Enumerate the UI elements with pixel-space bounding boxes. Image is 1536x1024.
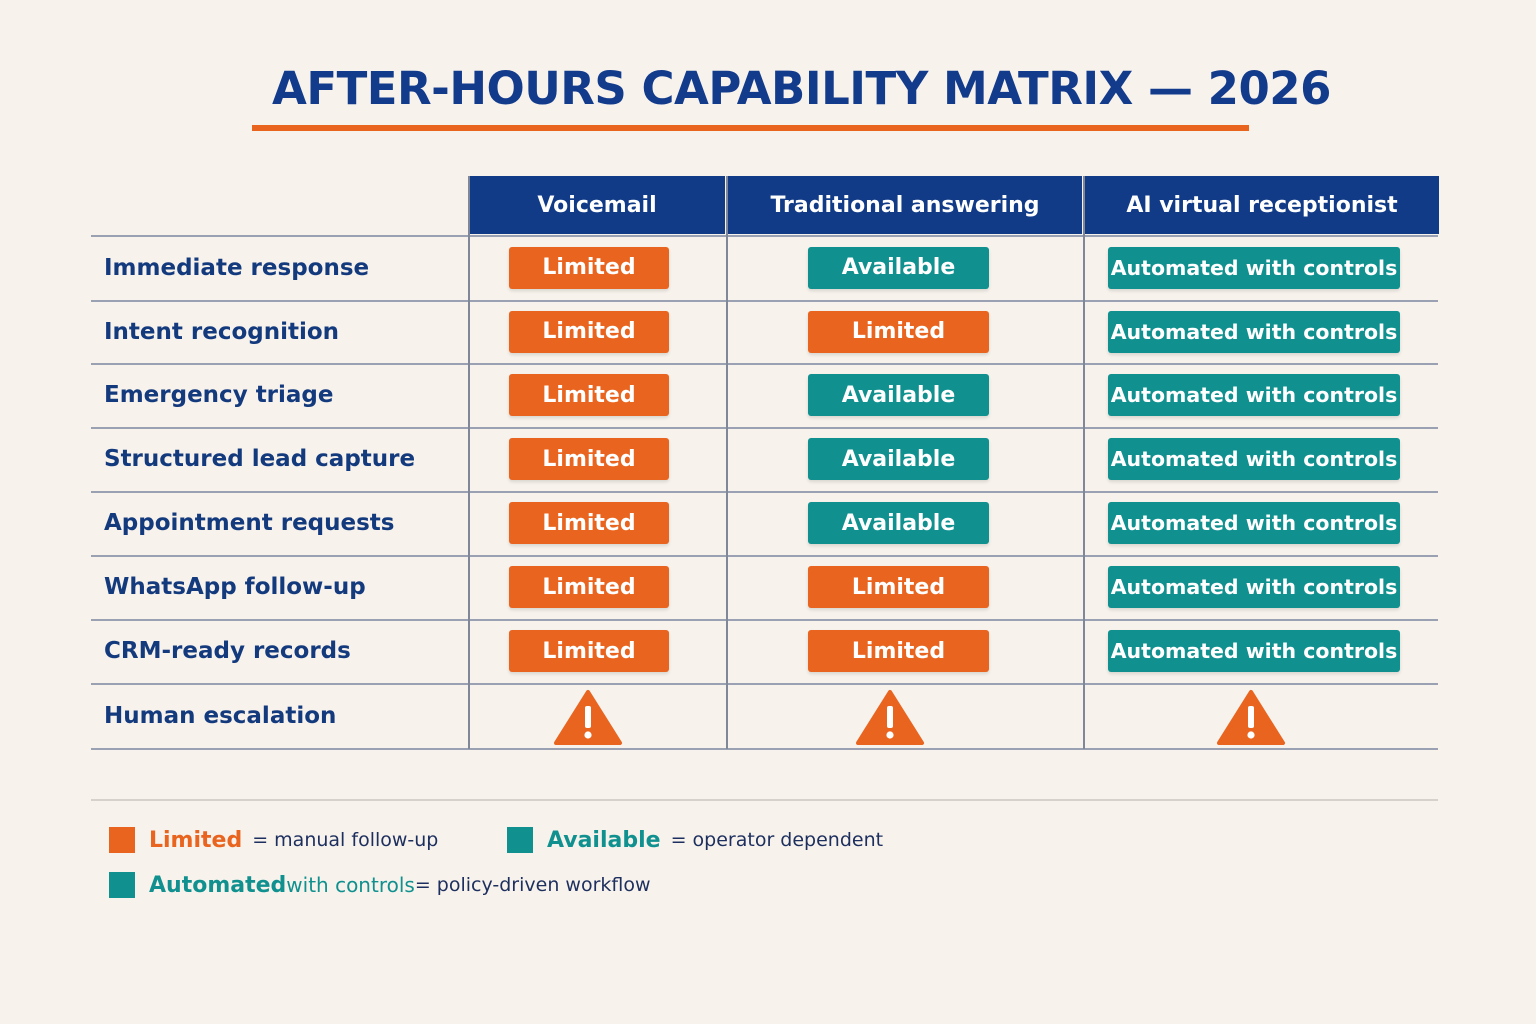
status-badge-limited: Limited [808, 566, 989, 608]
row-label-appointment-requests: Appointment requests [104, 510, 395, 536]
page-title: AFTER-HOURS CAPABILITY MATRIX — 2026 [272, 62, 1331, 115]
legend-term-automated: Automated [149, 872, 287, 898]
status-badge-available: Available [808, 502, 989, 544]
status-badge-limited: Limited [509, 630, 669, 672]
legend-available: Available = operator dependent [507, 827, 883, 853]
status-badge-limited: Limited [509, 502, 669, 544]
legend-swatch-teal [109, 872, 135, 898]
row-divider [91, 619, 1438, 621]
row-divider [91, 491, 1438, 493]
status-badge-limited: Limited [509, 246, 669, 289]
status-badge-automated-with-controls: Automated with controls [1108, 630, 1400, 672]
status-badge-limited: Limited [509, 566, 669, 608]
status-badge-available: Available [808, 438, 989, 480]
warning-icon [855, 689, 925, 745]
row-label-human-escalation: Human escalation [104, 702, 337, 729]
status-badge-limited: Limited [509, 310, 669, 353]
column-header-voicemail: Voicemail [469, 176, 725, 234]
status-badge-limited: Limited [808, 630, 989, 672]
legend-desc-automated: = policy-driven workflow [414, 874, 651, 896]
status-badge-automated-with-controls: Automated with controls [1108, 502, 1400, 544]
column-header-traditional-answering: Traditional answering [728, 176, 1082, 234]
title-underline [252, 125, 1249, 131]
status-badge-limited: Limited [509, 438, 669, 480]
legend-divider [91, 799, 1438, 801]
status-badge-automated-with-controls: Automated with controls [1108, 566, 1400, 608]
row-divider [91, 683, 1438, 685]
legend-swatch-orange [109, 827, 135, 853]
status-badge-available: Available [808, 246, 989, 289]
legend-automated: Automated with controls = policy-driven … [109, 872, 651, 898]
row-label-structured-lead-capture: Structured lead capture [104, 446, 416, 472]
status-badge-available: Available [808, 374, 989, 416]
status-badge-automated-with-controls: Automated with controls [1108, 438, 1400, 480]
row-label-whatsapp-follow-up: WhatsApp follow-up [104, 574, 366, 600]
row-divider [91, 235, 1438, 237]
row-label-immediate-response: Immediate response [104, 254, 370, 281]
column-header-ai-virtual-receptionist: AI virtual receptionist [1085, 176, 1439, 234]
row-divider [91, 748, 1438, 750]
row-label-intent-recognition: Intent recognition [104, 318, 340, 345]
row-divider [91, 427, 1438, 429]
column-divider [1083, 176, 1085, 749]
row-label-emergency-triage: Emergency triage [104, 382, 334, 408]
legend-term-automated-rest: with controls [286, 873, 415, 897]
column-divider [468, 176, 470, 749]
legend-desc-available: = operator dependent [670, 829, 884, 851]
row-divider [91, 363, 1438, 365]
status-badge-automated-with-controls: Automated with controls [1108, 310, 1400, 353]
legend-swatch-teal [507, 827, 533, 853]
status-badge-limited: Limited [509, 374, 669, 416]
legend-term-available: Available [547, 827, 661, 853]
legend-term-limited: Limited [149, 827, 243, 853]
legend-limited: Limited = manual follow-up [109, 827, 438, 853]
status-badge-automated-with-controls: Automated with controls [1108, 374, 1400, 416]
row-label-crm-ready-records: CRM-ready records [104, 638, 351, 664]
status-badge-limited: Limited [808, 310, 989, 353]
status-badge-automated-with-controls: Automated with controls [1108, 246, 1400, 289]
warning-icon [1216, 689, 1286, 745]
row-divider [91, 300, 1438, 302]
row-divider [91, 555, 1438, 557]
column-divider [726, 176, 728, 749]
warning-icon [553, 689, 623, 745]
legend-desc-limited: = manual follow-up [252, 829, 439, 851]
